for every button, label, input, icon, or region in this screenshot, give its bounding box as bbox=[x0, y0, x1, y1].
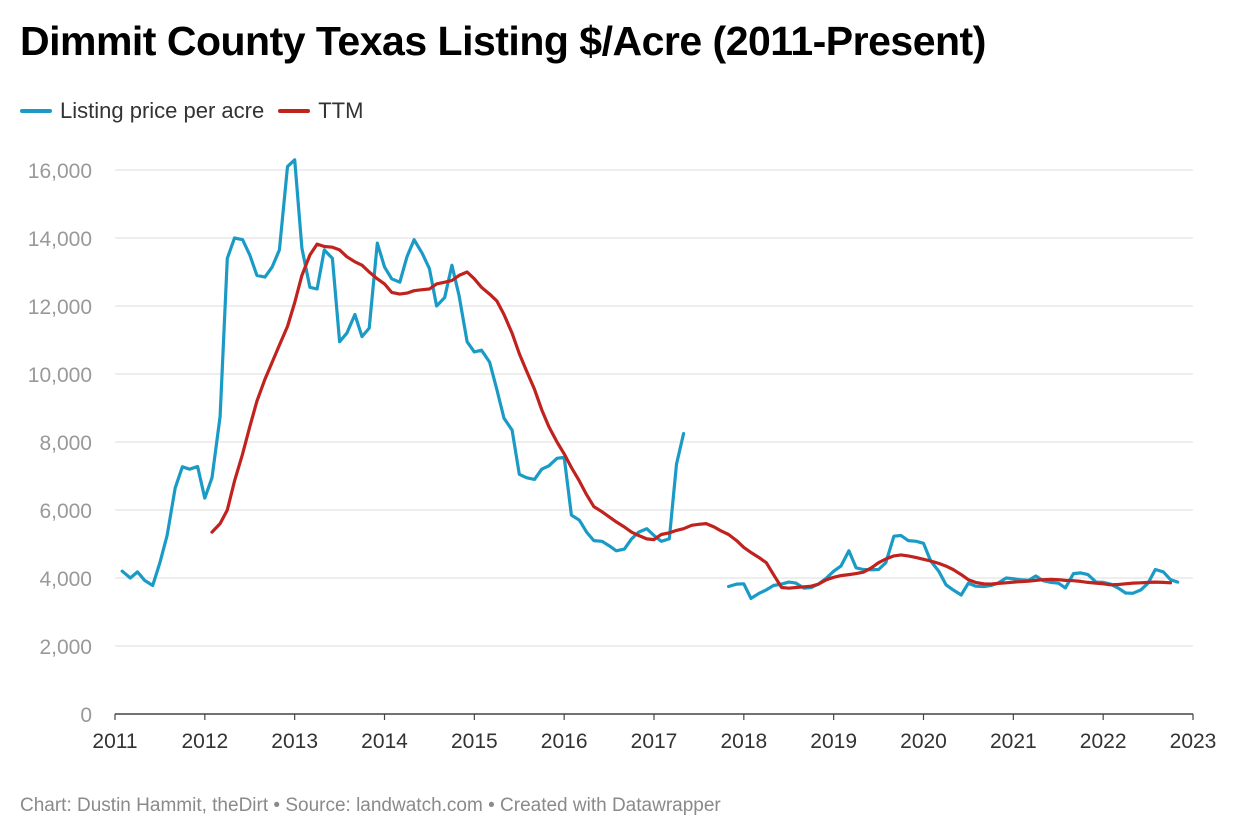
y-tick-label: 16,000 bbox=[28, 160, 92, 183]
x-tick-label: 2022 bbox=[1080, 730, 1127, 753]
x-tick-label: 2014 bbox=[361, 730, 408, 753]
legend: Listing price per acre TTM bbox=[20, 98, 377, 124]
x-tick-label: 2017 bbox=[631, 730, 678, 753]
y-tick-label: 14,000 bbox=[28, 228, 92, 251]
y-tick-label: 6,000 bbox=[39, 500, 92, 523]
y-tick-label: 10,000 bbox=[28, 364, 92, 387]
chart-title: Dimmit County Texas Listing $/Acre (2011… bbox=[20, 18, 986, 64]
x-tick-label: 2018 bbox=[720, 730, 767, 753]
x-tick-label: 2020 bbox=[900, 730, 947, 753]
x-tick-label: 2021 bbox=[990, 730, 1037, 753]
y-tick-label: 2,000 bbox=[39, 636, 92, 659]
x-tick-label: 2013 bbox=[271, 730, 318, 753]
y-tick-label: 0 bbox=[80, 704, 92, 727]
legend-item-listing: Listing price per acre bbox=[20, 98, 264, 124]
chart-footer: Chart: Dustin Hammit, theDirt • Source: … bbox=[20, 795, 721, 816]
legend-label-ttm: TTM bbox=[318, 98, 364, 123]
series-line-ttm bbox=[210, 242, 1173, 590]
legend-label-listing: Listing price per acre bbox=[60, 98, 265, 123]
x-tick-label: 2019 bbox=[810, 730, 857, 753]
x-tick-label: 2012 bbox=[181, 730, 228, 753]
x-tick-label: 2015 bbox=[451, 730, 498, 753]
y-tick-label: 12,000 bbox=[28, 296, 92, 319]
y-tick-label: 8,000 bbox=[39, 432, 92, 455]
x-tick-label: 2011 bbox=[92, 730, 137, 753]
legend-swatch-listing bbox=[20, 109, 52, 113]
x-tick-label: 2016 bbox=[541, 730, 588, 753]
legend-swatch-ttm bbox=[278, 109, 311, 113]
series-line-listing bbox=[120, 158, 1180, 600]
legend-item-ttm: TTM bbox=[278, 98, 363, 124]
x-tick-label: 2023 bbox=[1170, 730, 1217, 753]
y-tick-label: 4,000 bbox=[39, 568, 92, 591]
